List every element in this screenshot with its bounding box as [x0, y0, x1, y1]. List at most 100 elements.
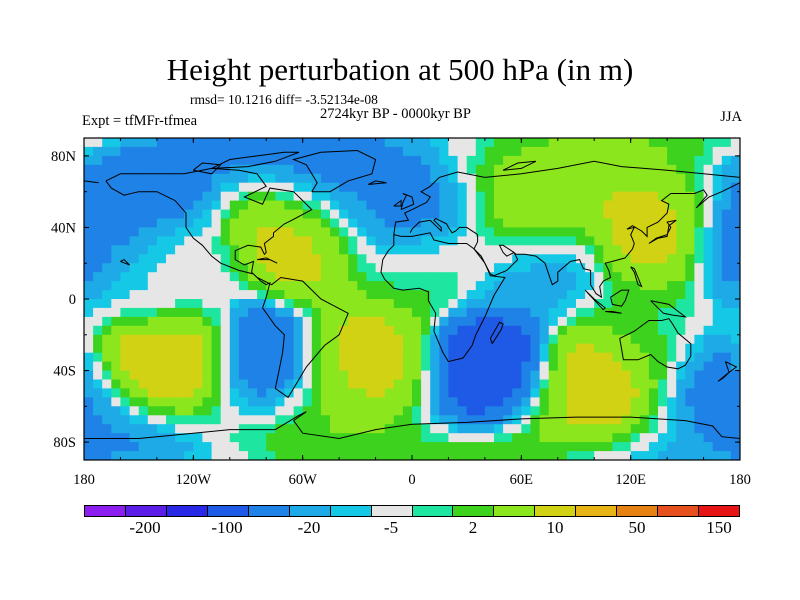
field-cell: [648, 209, 659, 220]
field-cell: [193, 433, 203, 443]
field-cell: [293, 370, 304, 381]
field-cell: [357, 316, 367, 327]
field-cell: [402, 397, 413, 407]
field-cell: [457, 397, 468, 407]
field-cell: [521, 325, 531, 336]
field-cell: [156, 325, 167, 336]
coastline: [502, 160, 537, 171]
field-cell: [330, 263, 340, 273]
field-cell: [402, 433, 413, 443]
field-cell: [512, 352, 522, 363]
field-cell: [548, 182, 559, 193]
field-cell: [466, 442, 477, 452]
field-cell: [320, 334, 331, 345]
field-cell: [694, 415, 705, 425]
field-cell: [603, 155, 613, 166]
field-cell: [576, 334, 586, 345]
field-cell: [539, 325, 550, 336]
field-cell: [630, 227, 641, 237]
field-cell: [248, 227, 258, 237]
field-cell: [357, 272, 367, 282]
field-cell: [530, 209, 541, 220]
field-cell: [366, 424, 377, 434]
field-cell: [275, 406, 285, 416]
field-cell: [202, 138, 213, 148]
field-cell: [302, 290, 313, 300]
field-cell: [412, 263, 422, 273]
field-cell: [184, 218, 194, 228]
field-cell: [202, 352, 213, 363]
field-cell: [220, 343, 231, 354]
coastline: [489, 321, 504, 344]
field-cell: [193, 263, 203, 273]
field-cell: [284, 263, 295, 273]
field-cell: [439, 307, 449, 318]
coastline: [619, 318, 692, 370]
field-cell: [375, 290, 386, 300]
field-cell: [612, 272, 623, 282]
field-cell: [539, 254, 550, 264]
field-cell: [384, 155, 395, 166]
field-cell: [348, 370, 358, 381]
field-cell: [712, 299, 723, 309]
field-cell: [512, 316, 522, 327]
field-cell: [175, 164, 185, 175]
field-cell: [357, 325, 367, 336]
field-cell: [412, 245, 422, 255]
field-cell: [339, 424, 349, 434]
field-cell: [612, 406, 623, 416]
field-cell: [576, 415, 586, 425]
field-cell: [93, 334, 103, 345]
colorbar-swatch: [576, 506, 618, 516]
field-cell: [457, 200, 468, 211]
field-cell: [202, 191, 213, 202]
field-cell: [229, 138, 240, 148]
field-cell: [566, 173, 577, 184]
field-cell: [658, 451, 668, 460]
field-cell: [357, 406, 367, 416]
field-cell: [166, 290, 176, 300]
field-cell: [102, 236, 112, 246]
field-cell: [357, 451, 367, 460]
field-cell: [339, 361, 349, 372]
field-cell: [712, 146, 723, 157]
field-cell: [238, 316, 249, 327]
field-cell: [475, 451, 486, 460]
field-cell: [448, 245, 459, 255]
field-cell: [166, 307, 176, 318]
field-cell: [448, 191, 459, 202]
field-cell: [339, 433, 349, 443]
field-cell: [220, 316, 231, 327]
field-cell: [402, 200, 413, 211]
field-cell: [84, 397, 94, 407]
field-cell: [503, 146, 513, 157]
field-cell: [339, 138, 349, 148]
chart-title: Height perturbation at 500 hPa (in m): [166, 52, 634, 87]
field-cell: [357, 138, 367, 148]
field-cell: [147, 361, 158, 372]
field-cell: [494, 254, 504, 264]
field-cell: [421, 272, 431, 282]
field-cell: [457, 370, 468, 381]
field-cell: [658, 146, 668, 157]
field-cell: [357, 236, 367, 246]
colorbar-swatch: [330, 506, 372, 516]
field-cell: [612, 281, 623, 291]
field-cell: [685, 316, 695, 327]
field-cell: [530, 299, 541, 309]
field-cell: [521, 182, 531, 193]
field-cell: [448, 281, 459, 291]
field-cell: [639, 370, 650, 381]
field-cell: [648, 272, 659, 282]
field-cell: [639, 388, 650, 398]
field-cell: [612, 263, 623, 273]
field-cell: [585, 334, 595, 345]
field-cell: [676, 343, 686, 354]
field-cell: [503, 370, 513, 381]
field-cell: [630, 451, 641, 460]
field-cell: [393, 442, 404, 452]
field-cell: [648, 254, 659, 264]
field-cell: [357, 254, 367, 264]
field-cell: [275, 442, 285, 452]
field-cell: [521, 352, 531, 363]
